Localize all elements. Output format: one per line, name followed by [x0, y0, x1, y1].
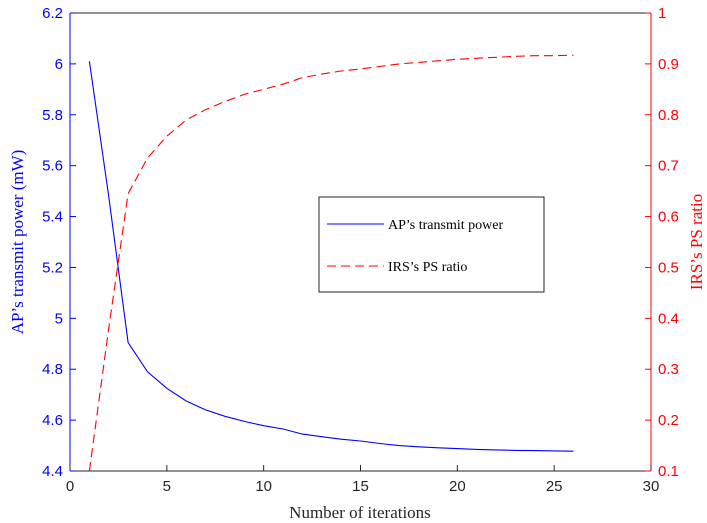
left-tick-label: 5.4: [42, 209, 63, 226]
left-tick-label: 4.8: [42, 361, 63, 378]
x-tick-label: 5: [163, 478, 171, 495]
right-tick-label: 0.4: [658, 310, 679, 327]
left-tick-label: 5.8: [42, 107, 63, 124]
series-line-ap-power: [88, 61, 574, 452]
right-tick-label: 0.1: [658, 463, 679, 480]
legend-label-ap-power: AP’s transmit power: [388, 218, 503, 233]
x-tick-label: 30: [643, 478, 660, 495]
x-tick-label: 15: [352, 478, 369, 495]
right-tick-label: 0.7: [658, 158, 679, 175]
series-lines: [88, 54, 574, 472]
right-tick-label: 1: [658, 5, 666, 22]
left-tick-label: 4.6: [42, 412, 63, 429]
right-axis-label: IRS’s PS ratio: [687, 194, 706, 290]
legend-box: [318, 196, 545, 293]
left-tick-label: 5.6: [42, 158, 63, 175]
left-tick-label: 4.4: [42, 463, 63, 480]
axis-ticks: 0 5 10 15 20 25 30 4.4 4.6 4.8 5 5.2 5.4 5.6 5.8 6 6.2 0.…: [42, 5, 679, 495]
right-tick-label: 0.2: [658, 412, 679, 429]
right-tick-label: 0.5: [658, 259, 679, 276]
x-tick-label: 25: [546, 478, 563, 495]
legend-label-irs-ratio: IRS’s PS ratio: [388, 260, 467, 275]
series-line-irs-ratio: [88, 54, 574, 472]
x-tick-label: 10: [255, 478, 272, 495]
right-tick-label: 0.9: [658, 56, 679, 73]
left-tick-label: 6: [55, 56, 63, 73]
x-axis-label: Number of iterations: [289, 503, 431, 522]
left-axis-label: AP’s transmit power (mW): [8, 150, 27, 335]
right-tick-label: 0.3: [658, 361, 679, 378]
left-tick-label: 6.2: [42, 5, 63, 22]
right-tick-label: 0.8: [658, 107, 679, 124]
x-tick-label: 20: [449, 478, 466, 495]
right-tick-label: 0.6: [658, 209, 679, 226]
legend: AP’s transmit power IRS’s PS ratio: [318, 196, 545, 293]
left-tick-label: 5: [55, 310, 63, 327]
left-tick-label: 5.2: [42, 259, 63, 276]
x-tick-label: 0: [66, 478, 74, 495]
